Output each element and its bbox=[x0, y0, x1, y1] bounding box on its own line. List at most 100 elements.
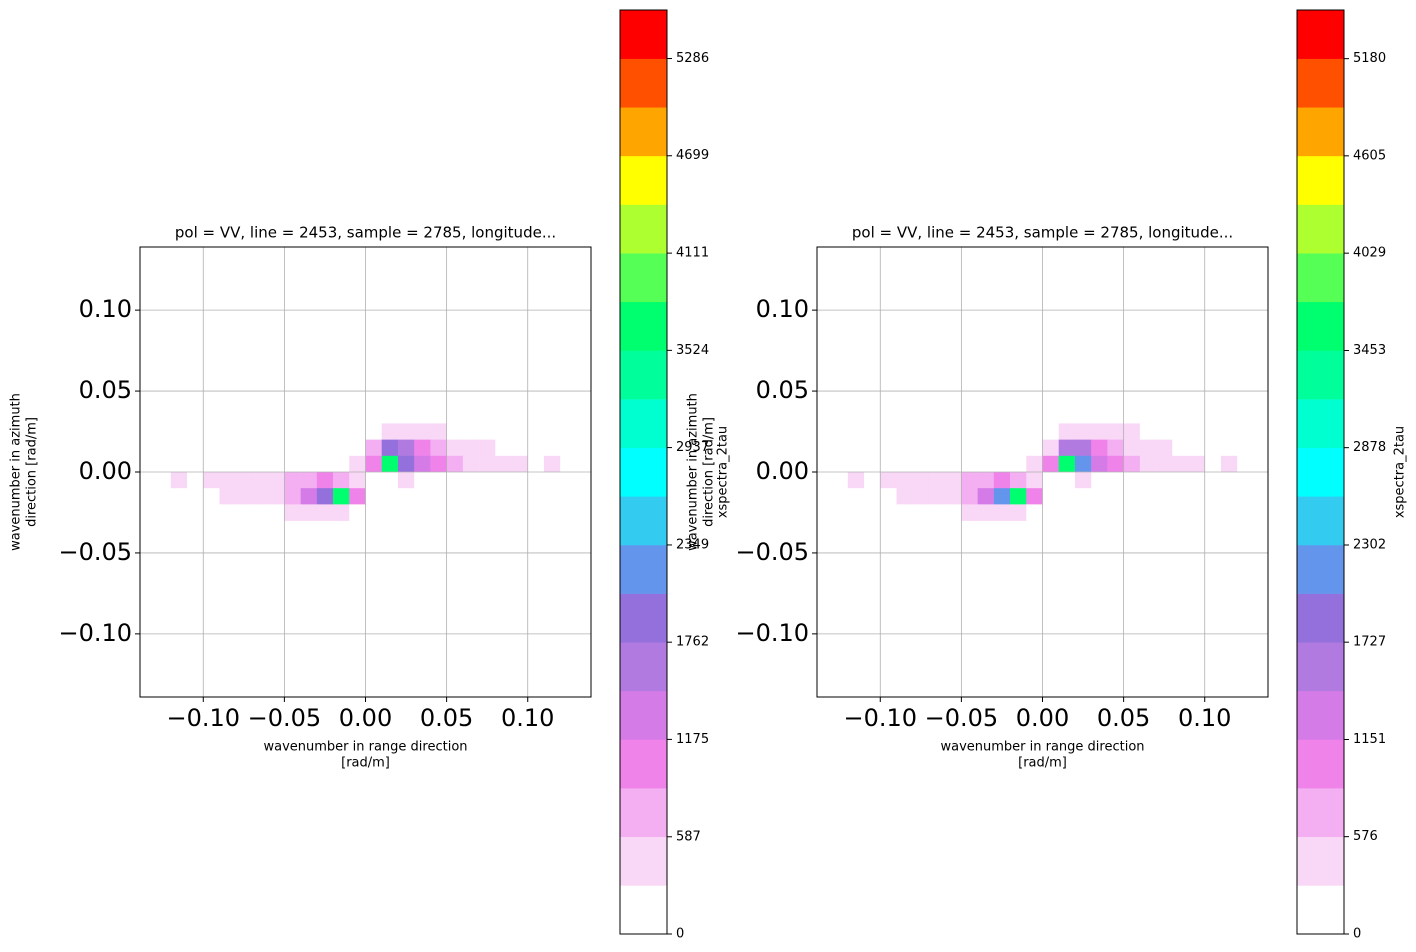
heatmap-cell bbox=[1058, 423, 1076, 440]
colorbar-tick-label: 2349 bbox=[676, 537, 709, 552]
heatmap-cell bbox=[349, 439, 366, 457]
heatmap-cell bbox=[381, 488, 399, 505]
heatmap-cell bbox=[928, 439, 946, 457]
heatmap-cell bbox=[961, 455, 978, 473]
heatmap-cell bbox=[187, 455, 204, 473]
heatmap-cell bbox=[945, 504, 962, 521]
heatmap-cell bbox=[1188, 423, 1206, 440]
heatmap-cell bbox=[462, 423, 480, 440]
heatmap-cell bbox=[349, 488, 366, 505]
heatmap-cell bbox=[880, 455, 897, 473]
heatmap-cell bbox=[1220, 488, 1238, 505]
heatmap-cell bbox=[235, 504, 253, 521]
heatmap-cell bbox=[300, 472, 318, 489]
heatmap-cell bbox=[1091, 472, 1108, 489]
heatmap-cell bbox=[170, 504, 188, 521]
heatmap-cell bbox=[1172, 439, 1189, 457]
x-axis-label: wavenumber in range direction bbox=[940, 740, 1144, 755]
heatmap-cell bbox=[349, 504, 366, 521]
heatmap-cell bbox=[1074, 439, 1092, 457]
heatmap-cell bbox=[560, 439, 577, 457]
heatmap-cell bbox=[300, 455, 318, 473]
heatmap-cell bbox=[187, 472, 204, 489]
heatmap-cell bbox=[381, 439, 399, 457]
heatmap-cell bbox=[268, 455, 285, 473]
heatmap-cell bbox=[316, 439, 334, 457]
heatmap-cell bbox=[945, 472, 962, 489]
heatmap-cell bbox=[170, 488, 188, 505]
colorbar-band bbox=[620, 107, 667, 157]
colorbar-frame bbox=[619, 9, 668, 935]
x-tick-label: −0.10 bbox=[843, 704, 917, 732]
heatmap-cell bbox=[993, 472, 1011, 489]
y-axis-label: wavenumber in azimuth bbox=[9, 393, 24, 551]
heatmap-cell bbox=[1139, 488, 1157, 505]
heatmap-cell bbox=[187, 504, 204, 521]
x-tick-label: 0.00 bbox=[1016, 704, 1069, 732]
heatmap-cell bbox=[365, 472, 383, 489]
heatmap-cell bbox=[945, 439, 962, 457]
colorbar-band bbox=[1297, 788, 1344, 838]
heatmap-cell bbox=[1074, 423, 1092, 440]
heatmap-cell bbox=[414, 488, 431, 505]
heatmap-cell bbox=[1188, 504, 1206, 521]
colorbar-band bbox=[620, 739, 667, 789]
heatmap-cell bbox=[495, 439, 512, 457]
x-tick-label: 0.10 bbox=[1178, 704, 1231, 732]
heatmap-cell bbox=[880, 472, 897, 489]
heatmap-cell bbox=[560, 488, 577, 505]
heatmap-cell bbox=[864, 423, 881, 440]
heatmap-cell bbox=[896, 488, 914, 505]
heatmap-cell bbox=[251, 504, 269, 521]
heatmap-cell bbox=[511, 488, 529, 505]
heatmap-cell bbox=[912, 455, 930, 473]
heatmap-cell bbox=[479, 439, 496, 457]
colorbar-band bbox=[1297, 399, 1344, 448]
heatmap-cell bbox=[896, 472, 914, 489]
heatmap-cell bbox=[446, 472, 464, 489]
heatmap-cell bbox=[527, 504, 545, 521]
heatmap-cell bbox=[1042, 472, 1060, 489]
heatmap-cell bbox=[1237, 439, 1254, 457]
colorbar-band bbox=[1297, 496, 1344, 546]
colorbar-band bbox=[1297, 107, 1344, 157]
heatmap-cell bbox=[1220, 472, 1238, 489]
heatmap-cell bbox=[511, 472, 529, 489]
heatmap-cell bbox=[170, 472, 188, 489]
heatmap-cell bbox=[300, 488, 318, 505]
heatmap-cell bbox=[560, 504, 577, 521]
heatmap-cell bbox=[414, 472, 431, 489]
heatmap-cell bbox=[847, 504, 865, 521]
y-tick-label: −0.10 bbox=[58, 619, 132, 647]
heatmap-cell bbox=[154, 472, 172, 489]
y-axis-label: direction [rad/m] bbox=[702, 417, 717, 527]
heatmap-cell bbox=[1139, 455, 1157, 473]
colorbar-frame bbox=[1296, 9, 1345, 935]
x-axis-label: [rad/m] bbox=[341, 756, 390, 771]
heatmap-cell bbox=[543, 455, 561, 473]
heatmap-cell bbox=[187, 488, 204, 505]
heatmap-cell bbox=[1220, 504, 1238, 521]
heatmap-cell bbox=[945, 423, 962, 440]
heatmap-cell bbox=[446, 488, 464, 505]
heatmap-cell bbox=[1172, 488, 1189, 505]
colorbar-tick-label: 2878 bbox=[1353, 440, 1386, 455]
heatmap-cell bbox=[928, 488, 946, 505]
heatmap-cell bbox=[945, 488, 962, 505]
heatmap-cell bbox=[1107, 439, 1124, 457]
heatmap-cell bbox=[397, 439, 415, 457]
heatmap-cell bbox=[333, 439, 350, 457]
heatmap-cell bbox=[880, 423, 897, 440]
heatmap-cell bbox=[316, 488, 334, 505]
heatmap-cell bbox=[977, 423, 995, 440]
heatmap-cell bbox=[961, 423, 978, 440]
heatmap-cell bbox=[945, 455, 962, 473]
heatmap-cell bbox=[300, 439, 318, 457]
heatmap-cell bbox=[1091, 423, 1108, 440]
heatmap-cell bbox=[300, 423, 318, 440]
y-axis-label: direction [rad/m] bbox=[25, 417, 40, 527]
heatmap-cell bbox=[219, 439, 237, 457]
y-tick-label: 0.00 bbox=[79, 457, 132, 485]
plot-frame bbox=[139, 246, 592, 698]
colorbar-tick-label: 0 bbox=[1353, 927, 1361, 942]
